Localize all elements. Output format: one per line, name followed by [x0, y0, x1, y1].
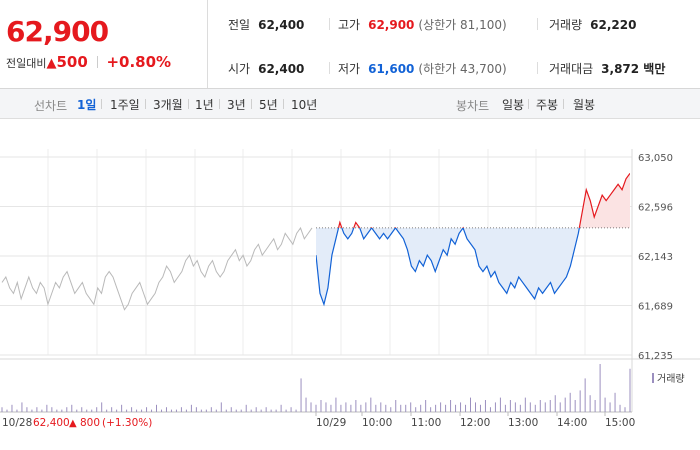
tab-daily-candle[interactable]: 일봉	[502, 98, 525, 112]
prev-day-close: 62,400	[33, 417, 70, 429]
tab-10year[interactable]: 10년	[291, 98, 318, 112]
price-box: 62,900 전일대비▲500 +0.80%	[0, 0, 208, 88]
divider	[528, 99, 529, 109]
divider	[329, 18, 330, 30]
quote-header: 62,900 전일대비▲500 +0.80% 전일 62,400 고가 62,900…	[0, 0, 700, 89]
stat-value: 62,400	[258, 62, 305, 76]
x-tick-label: 10/29	[316, 417, 346, 429]
change-row: 전일대비▲500 +0.80%	[6, 53, 171, 71]
candle-chart-title: 봉차트	[456, 99, 490, 113]
stat-label: 고가	[338, 18, 361, 32]
stat-low: 저가 61,600 (하한가 43,700)	[338, 60, 507, 77]
divider	[283, 99, 284, 109]
divider	[188, 99, 189, 109]
tab-monthly-candle[interactable]: 월봉	[573, 98, 596, 112]
change-amount: 500	[56, 53, 88, 71]
chart-fills	[316, 173, 630, 305]
prev-day-info: 10/28 62,400 ▲ 800 (+1.30%)	[2, 417, 152, 429]
tab-1year[interactable]: 1년	[195, 98, 214, 112]
below-prev-fill	[316, 227, 630, 305]
divider	[251, 99, 252, 109]
stat-label: 거래량	[549, 18, 583, 32]
volume-bars	[1, 364, 631, 412]
divider	[145, 99, 146, 109]
stat-label: 전일	[228, 18, 251, 32]
above-prev-fill	[316, 173, 630, 228]
x-tick-label: 14:00	[557, 417, 587, 429]
change-label: 전일대비	[6, 57, 47, 70]
prev-day-arrow: ▲	[69, 418, 77, 429]
divider	[96, 56, 98, 68]
stat-value: 62,900	[368, 18, 415, 32]
current-price: 62,900	[6, 15, 109, 48]
stat-prev-close: 전일 62,400	[228, 16, 304, 33]
volume-legend-label: 거래량	[657, 373, 685, 385]
x-tick-label: 13:00	[508, 417, 538, 429]
x-tick-label: 15:00	[605, 417, 635, 429]
change-percent: +0.80%	[106, 53, 172, 71]
stat-volume: 거래량 62,220	[549, 16, 636, 33]
tab-1week[interactable]: 1주일	[110, 98, 140, 112]
stat-value: 61,600	[368, 62, 415, 76]
intraday-price-chart: 63,050 62,596 62,143 61,689 61,235 10/29 10:0…	[0, 149, 700, 429]
stat-open: 시가 62,400	[228, 60, 304, 77]
stat-label: 거래대금	[549, 62, 594, 76]
prev-day-change: 800	[80, 417, 100, 429]
stat-high: 고가 62,900 (상한가 81,100)	[338, 16, 507, 33]
tab-5year[interactable]: 5년	[259, 98, 278, 112]
y-tick-label: 61,689	[638, 301, 673, 312]
y-tick-label: 61,235	[638, 351, 673, 362]
divider	[101, 99, 102, 109]
divider	[219, 99, 220, 109]
x-axis: 10/29 10:00 11:00 12:00 13:00 14:00 15:00	[315, 412, 635, 429]
up-arrow-icon: ▲	[46, 56, 57, 71]
x-tick-label: 11:00	[411, 417, 441, 429]
divider	[563, 99, 564, 109]
chart-lines	[1, 173, 630, 311]
upper-limit: (상한가 81,100)	[418, 18, 507, 32]
chart-grid	[0, 149, 700, 413]
today-line-down	[316, 227, 580, 307]
stat-value: 62,400	[258, 18, 305, 32]
lower-limit: (하한가 43,700)	[418, 62, 507, 76]
stat-label: 시가	[228, 62, 251, 76]
stat-value: 62,220	[590, 18, 637, 32]
x-tick-label: 10:00	[362, 417, 392, 429]
stat-value: 3,872 백만	[601, 62, 666, 76]
period-tab-bar: 선차트 1일 1주일 3개월 1년 3년 5년 10년 봉차트 일봉 주봉 월봉	[0, 89, 700, 119]
y-tick-label: 62,143	[638, 252, 673, 263]
divider	[537, 18, 538, 30]
y-tick-label: 62,596	[638, 203, 673, 214]
prev-day-pct: (+1.30%)	[102, 417, 152, 429]
prev-day-line	[1, 226, 313, 311]
y-tick-label: 63,050	[638, 153, 673, 164]
tab-1day[interactable]: 1일	[77, 98, 97, 112]
divider	[537, 62, 538, 74]
tab-3year[interactable]: 3년	[227, 98, 246, 112]
stat-label: 저가	[338, 62, 361, 76]
volume-legend-swatch	[652, 373, 654, 383]
tab-3month[interactable]: 3개월	[153, 98, 183, 112]
y-axis-ticks: 63,050 62,596 62,143 61,689 61,235	[638, 153, 673, 362]
x-tick-label: 12:00	[460, 417, 490, 429]
prev-day-date: 10/28	[2, 417, 32, 429]
line-chart-title: 선차트	[34, 99, 68, 113]
volume-legend: 거래량	[652, 373, 685, 385]
stat-trade-amount: 거래대금 3,872 백만	[549, 60, 665, 77]
divider	[329, 62, 330, 74]
tab-weekly-candle[interactable]: 주봉	[536, 98, 559, 112]
